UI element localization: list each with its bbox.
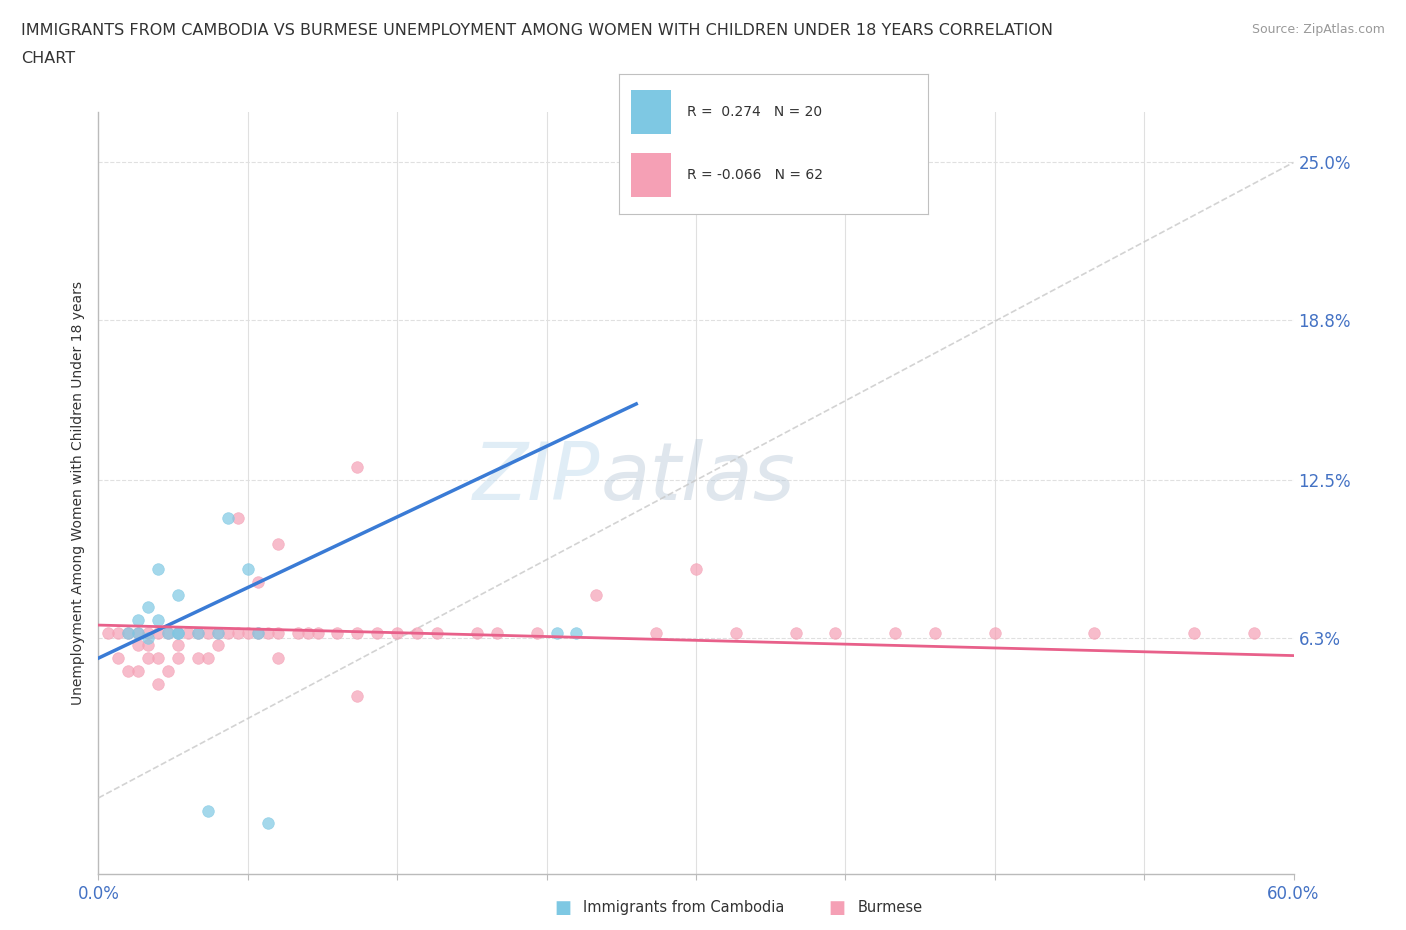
Point bbox=[148, 562, 170, 577]
Point bbox=[226, 511, 249, 525]
Point bbox=[148, 613, 170, 628]
Text: CHART: CHART bbox=[21, 51, 75, 66]
Text: R =  0.274   N = 20: R = 0.274 N = 20 bbox=[686, 105, 823, 119]
Point bbox=[148, 651, 170, 666]
Point bbox=[246, 625, 269, 640]
Point bbox=[297, 625, 319, 640]
Point bbox=[824, 625, 846, 640]
Point bbox=[177, 625, 200, 640]
Point bbox=[385, 625, 409, 640]
Point bbox=[585, 587, 607, 602]
Point bbox=[346, 460, 368, 475]
Point bbox=[187, 625, 209, 640]
Point bbox=[167, 651, 190, 666]
Point bbox=[167, 625, 190, 640]
Point bbox=[187, 651, 209, 666]
Point bbox=[197, 804, 219, 818]
Point bbox=[236, 625, 259, 640]
Point bbox=[136, 631, 159, 645]
Point bbox=[346, 625, 368, 640]
Point bbox=[246, 625, 269, 640]
Point bbox=[197, 625, 219, 640]
Point bbox=[217, 511, 239, 525]
Point bbox=[127, 663, 149, 678]
Point bbox=[1182, 625, 1205, 640]
Point bbox=[565, 625, 588, 640]
Point bbox=[236, 562, 259, 577]
Point bbox=[136, 651, 159, 666]
Point bbox=[546, 625, 568, 640]
Point bbox=[187, 625, 209, 640]
Point bbox=[127, 625, 149, 640]
Point bbox=[485, 625, 508, 640]
Point bbox=[785, 625, 807, 640]
Point bbox=[97, 625, 120, 640]
Point bbox=[127, 638, 149, 653]
Point bbox=[267, 537, 290, 551]
Point bbox=[127, 613, 149, 628]
Point bbox=[217, 625, 239, 640]
Point bbox=[645, 625, 668, 640]
Point bbox=[426, 625, 449, 640]
Point bbox=[207, 625, 229, 640]
Point bbox=[197, 651, 219, 666]
Point bbox=[148, 625, 170, 640]
Bar bbox=[631, 153, 671, 197]
Point bbox=[1083, 625, 1105, 640]
Text: Source: ZipAtlas.com: Source: ZipAtlas.com bbox=[1251, 23, 1385, 36]
Point bbox=[256, 816, 278, 830]
Point bbox=[136, 600, 159, 615]
Point bbox=[117, 625, 139, 640]
Point bbox=[267, 651, 290, 666]
Text: Burmese: Burmese bbox=[858, 900, 922, 915]
Point bbox=[267, 625, 290, 640]
Point bbox=[406, 625, 429, 640]
Point bbox=[107, 651, 129, 666]
Point bbox=[326, 625, 349, 640]
Bar bbox=[631, 90, 671, 135]
Point bbox=[107, 625, 129, 640]
Point bbox=[465, 625, 488, 640]
Point bbox=[307, 625, 329, 640]
Point bbox=[685, 562, 707, 577]
Point bbox=[207, 625, 229, 640]
Text: IMMIGRANTS FROM CAMBODIA VS BURMESE UNEMPLOYMENT AMONG WOMEN WITH CHILDREN UNDER: IMMIGRANTS FROM CAMBODIA VS BURMESE UNEM… bbox=[21, 23, 1053, 38]
Point bbox=[256, 625, 278, 640]
Point bbox=[1243, 625, 1265, 640]
Point bbox=[984, 625, 1007, 640]
Y-axis label: Unemployment Among Women with Children Under 18 years: Unemployment Among Women with Children U… bbox=[70, 281, 84, 705]
Point bbox=[136, 625, 159, 640]
Point bbox=[148, 676, 170, 691]
Point bbox=[924, 625, 946, 640]
Text: R = -0.066   N = 62: R = -0.066 N = 62 bbox=[686, 167, 823, 182]
Point bbox=[167, 587, 190, 602]
Text: atlas: atlas bbox=[600, 439, 796, 517]
Point bbox=[157, 625, 180, 640]
Text: ■: ■ bbox=[828, 898, 845, 917]
Text: Immigrants from Cambodia: Immigrants from Cambodia bbox=[583, 900, 785, 915]
Point bbox=[287, 625, 309, 640]
Text: ZIP: ZIP bbox=[472, 439, 600, 517]
Text: ■: ■ bbox=[554, 898, 571, 917]
Point bbox=[724, 625, 747, 640]
Point bbox=[526, 625, 548, 640]
Point bbox=[167, 625, 190, 640]
Point bbox=[884, 625, 907, 640]
Point bbox=[207, 638, 229, 653]
Point bbox=[167, 638, 190, 653]
Point bbox=[117, 663, 139, 678]
Point bbox=[167, 625, 190, 640]
Point bbox=[136, 638, 159, 653]
Point bbox=[366, 625, 388, 640]
Point bbox=[346, 689, 368, 704]
Point bbox=[157, 625, 180, 640]
Point bbox=[246, 575, 269, 590]
Point bbox=[127, 625, 149, 640]
Point bbox=[117, 625, 139, 640]
Point bbox=[157, 663, 180, 678]
Point bbox=[226, 625, 249, 640]
